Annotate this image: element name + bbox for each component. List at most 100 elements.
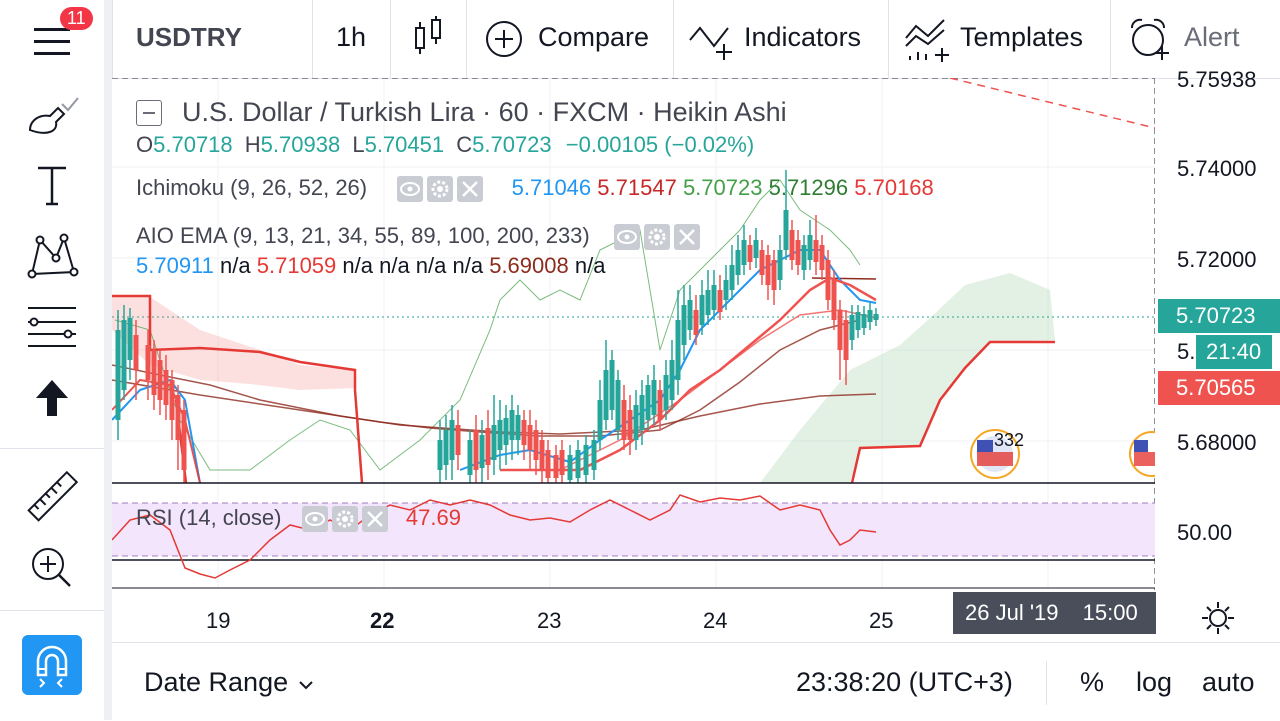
magnet-icon xyxy=(36,645,68,688)
candle-body xyxy=(437,440,443,470)
economic-event-marker[interactable]: 332 xyxy=(970,429,1024,479)
time-axis[interactable]: 19 22 23 24 25 xyxy=(112,590,1157,642)
open-value: 5.70718 xyxy=(153,132,233,157)
candle-body xyxy=(443,430,449,465)
indicators-button[interactable]: Indicators xyxy=(688,16,878,62)
templates-button[interactable]: Templates xyxy=(904,16,1100,62)
ichimoku-value-4: 5.71296 xyxy=(768,175,849,200)
pattern-tool[interactable] xyxy=(22,228,82,284)
brush-tool[interactable] xyxy=(22,90,82,146)
hamburger-menu-icon xyxy=(34,28,70,55)
bottom-separator xyxy=(1046,661,1047,705)
candle-body xyxy=(533,430,539,460)
gear-icon xyxy=(431,180,449,198)
candle-body xyxy=(867,310,873,322)
candle-body xyxy=(693,310,699,335)
date-label-23: 23 xyxy=(537,608,562,633)
menu-button[interactable]: 11 xyxy=(22,7,93,64)
candle-body xyxy=(591,440,597,470)
alert-label: Alert xyxy=(1184,22,1240,52)
legend-collapse-button[interactable] xyxy=(136,100,162,126)
ema-value-3: 5.71059 xyxy=(256,253,337,278)
ema-visibility-button[interactable] xyxy=(614,224,640,251)
candle-body xyxy=(567,455,573,480)
candle-body xyxy=(699,295,705,325)
gear-icon xyxy=(336,510,354,528)
candle-body xyxy=(145,345,151,380)
percent-scale-toggle[interactable]: % xyxy=(1080,667,1105,697)
compare-button[interactable]: Compare xyxy=(484,16,659,62)
candle-body xyxy=(479,435,485,468)
measure-tool[interactable] xyxy=(22,470,82,526)
chart-type-button[interactable] xyxy=(406,14,452,64)
candle-body xyxy=(609,360,615,410)
ichimoku-remove-button[interactable] xyxy=(457,176,484,203)
plus-circle-icon xyxy=(486,21,522,57)
aio-ema-label: AIO EMA (9, 13, 21, 34, 55, 89, 100, 200… xyxy=(136,223,590,248)
text-icon xyxy=(38,166,66,206)
price-axis[interactable]: 5.75938 5.74000 5.72000 5. 5.68000 50.00 xyxy=(1157,67,1280,643)
economic-event-marker-2[interactable] xyxy=(1129,431,1155,477)
candle-body xyxy=(639,395,645,430)
gear-icon xyxy=(1202,602,1234,634)
candle-body xyxy=(729,265,735,290)
log-scale-toggle[interactable]: log xyxy=(1136,667,1173,697)
candle-body xyxy=(741,240,747,265)
open-label: O xyxy=(136,132,154,157)
candle-body xyxy=(813,240,819,262)
candle-body xyxy=(163,370,169,405)
candle-body xyxy=(831,280,837,320)
candle-body xyxy=(759,250,765,275)
brush-icon xyxy=(28,97,79,134)
rsi-visibility-button[interactable] xyxy=(301,506,328,533)
rsi-remove-button[interactable] xyxy=(361,506,388,533)
rsi-settings-button[interactable] xyxy=(331,506,358,533)
eye-icon xyxy=(304,512,325,527)
drawing-toolbar xyxy=(0,78,104,720)
text-tool[interactable] xyxy=(22,158,82,214)
candle-body xyxy=(681,305,687,345)
candle-body xyxy=(705,290,711,315)
candle-body xyxy=(861,314,867,328)
candle-body xyxy=(819,245,825,270)
ema-remove-button[interactable] xyxy=(674,224,700,251)
candle-body xyxy=(771,260,777,290)
candle-body xyxy=(651,380,657,415)
symbol-button[interactable]: USDTRY xyxy=(136,22,242,52)
rsi-value: 47.69 xyxy=(405,505,461,530)
ichimoku-value-5: 5.70168 xyxy=(854,175,934,200)
ohlc-row: O5.70718 H5.70938 L5.70451 C5.70723 −0.0… xyxy=(136,132,754,158)
candles-icon xyxy=(415,16,441,54)
chevron-down-icon xyxy=(299,681,313,690)
candle-body xyxy=(801,245,807,270)
date-range-button[interactable]: Date Range xyxy=(144,667,334,701)
magnet-mode-button[interactable] xyxy=(22,635,82,695)
low-value: 5.70451 xyxy=(364,132,445,157)
chart-canvas[interactable]: 332 xyxy=(112,78,1155,643)
candle-body xyxy=(597,400,603,440)
candle-body xyxy=(553,455,559,478)
close-icon xyxy=(462,181,479,198)
ema-settings-button[interactable] xyxy=(644,224,670,251)
chart-settings-button[interactable] xyxy=(1196,596,1240,640)
fib-tool[interactable] xyxy=(22,300,82,356)
cursor-tool[interactable] xyxy=(22,372,82,428)
high-value: 5.70938 xyxy=(260,132,341,157)
price-label-partial: 5. xyxy=(1177,339,1196,364)
interval-button[interactable]: 1h xyxy=(336,22,367,52)
arrow-up-icon xyxy=(36,380,68,416)
zoom-tool[interactable] xyxy=(22,540,82,596)
alert-button[interactable]: Alert xyxy=(1128,16,1280,62)
timezone-clock[interactable]: 23:38:20 (UTC+3) xyxy=(796,667,1013,697)
candle-body xyxy=(455,425,461,455)
candle-body xyxy=(747,245,753,262)
close-icon xyxy=(679,229,695,246)
ichimoku-visibility-button[interactable] xyxy=(397,176,424,203)
eye-icon xyxy=(400,182,421,197)
candle-body xyxy=(527,425,533,450)
ichimoku-settings-button[interactable] xyxy=(427,176,454,203)
candle-body xyxy=(503,418,509,445)
auto-scale-toggle[interactable]: auto xyxy=(1202,667,1255,697)
event-count: 332 xyxy=(994,430,1024,450)
candle-body xyxy=(515,415,521,440)
